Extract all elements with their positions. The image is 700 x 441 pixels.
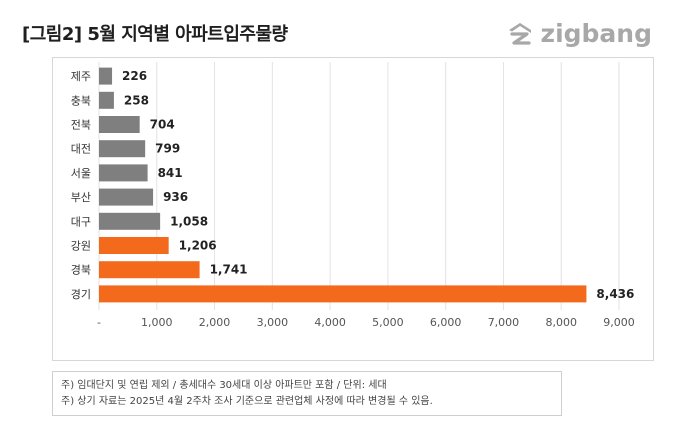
x-tick-label: 5,000 xyxy=(372,316,404,329)
bar xyxy=(99,237,169,254)
note-line: 주) 상기 자료는 2025년 4월 2주차 조사 기준으로 관련업체 사정에 … xyxy=(61,396,433,407)
x-tick-label: 6,000 xyxy=(430,316,462,329)
bar xyxy=(99,116,140,133)
x-tick-label: 9,000 xyxy=(603,316,635,329)
x-tick-label: - xyxy=(97,316,101,329)
data-label: 1,741 xyxy=(210,263,248,277)
category-label: 서울 xyxy=(71,167,91,180)
category-label: 충북 xyxy=(71,94,91,107)
category-label: 제주 xyxy=(71,70,91,83)
x-tick-label: 2,000 xyxy=(199,316,231,329)
chart-area: - 1,000 2,000 3,000 4,000 5,000 6,000 7,000 8,00… xyxy=(52,57,654,361)
data-label: 1,206 xyxy=(179,239,217,253)
bar-chart: - 1,000 2,000 3,000 4,000 5,000 6,000 7,000 8,00… xyxy=(71,62,635,329)
data-label: 226 xyxy=(122,69,147,83)
note-line: 주) 임대단지 및 연립 제외 / 총세대수 30세대 이상 아파트만 포함 /… xyxy=(61,380,387,391)
category-label: 강원 xyxy=(71,240,91,253)
category-label: 대구 xyxy=(71,215,91,228)
x-tick-label: 3,000 xyxy=(257,316,289,329)
category-label: 경북 xyxy=(71,264,91,277)
bar xyxy=(99,188,154,206)
bar xyxy=(99,91,114,109)
notes-box: 주) 임대단지 및 연립 제외 / 총세대수 30세대 이상 아파트만 포함 /… xyxy=(52,371,562,416)
x-tick-label: 7,000 xyxy=(488,316,520,329)
category-label: 대전 xyxy=(71,143,91,156)
x-tick-label: 1,000 xyxy=(141,316,173,329)
category-label: 경기 xyxy=(71,288,91,301)
data-label: 936 xyxy=(163,190,188,204)
category-label: 부산 xyxy=(71,191,91,204)
bar xyxy=(99,261,200,279)
logo-text: zigbang xyxy=(540,18,652,48)
data-label: 1,058 xyxy=(170,214,208,228)
bar xyxy=(99,67,113,85)
bar xyxy=(99,212,161,230)
data-label: 8,436 xyxy=(596,287,634,301)
bar xyxy=(99,285,587,303)
x-tick-label: 4,000 xyxy=(314,316,346,329)
data-label: 841 xyxy=(158,166,183,180)
bar xyxy=(99,164,148,182)
bar xyxy=(99,140,146,158)
category-label: 전북 xyxy=(71,119,91,132)
chart-title: [그림2] 5월 지역별 아파트입주물량 xyxy=(22,24,288,45)
data-label: 258 xyxy=(124,93,149,107)
zigbang-logo-icon xyxy=(508,23,531,45)
x-tick-label: 8,000 xyxy=(545,316,577,329)
data-label: 799 xyxy=(155,142,180,156)
zigbang-logo: zigbang xyxy=(505,16,652,50)
data-label: 704 xyxy=(150,118,175,132)
